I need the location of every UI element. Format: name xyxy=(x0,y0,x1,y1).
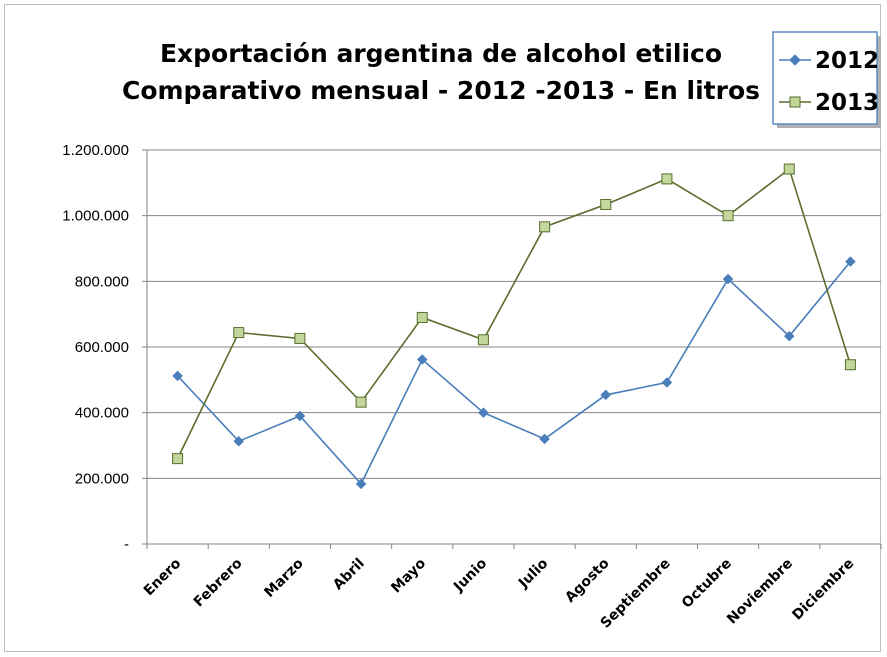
data-series xyxy=(172,163,856,490)
data-point-2013 xyxy=(600,199,612,211)
axes xyxy=(142,149,882,549)
data-point-2012 xyxy=(539,433,550,445)
chart-title-line-2: Comparativo mensual - 2012 -2013 - En li… xyxy=(122,76,760,105)
x-tick-label: Febrero xyxy=(191,555,246,610)
series-line-2013 xyxy=(176,167,852,459)
y-axis-tick-labels: - 200.000 400.000 600.000 800.000 1.000.000 1.… xyxy=(62,142,129,553)
legend-label-2013: 2013 xyxy=(815,90,879,116)
y-tick-label: 200.000 xyxy=(75,470,129,487)
x-tick-label: Diciembre xyxy=(789,556,857,624)
data-point-2013 xyxy=(294,332,306,344)
data-point-2013 xyxy=(783,163,795,175)
data-point-2012 xyxy=(172,370,183,382)
x-tick-label: Octubre xyxy=(679,556,735,612)
data-point-2012 xyxy=(722,273,734,285)
legend-marker-2012 xyxy=(789,54,801,66)
chart-title: Exportación argentina de alcohol etilico… xyxy=(122,39,760,105)
data-point-2012 xyxy=(416,354,428,365)
legend: 2012 2013 xyxy=(772,31,881,128)
y-tick-label: 600.000 xyxy=(75,339,129,356)
legend-marker-2013 xyxy=(789,96,801,108)
x-axis-tick-labels: Enero Febrero Marzo Abril Mayo Junio Julio Agos… xyxy=(141,555,857,631)
x-tick-label: Junio xyxy=(450,555,490,595)
data-point-2013 xyxy=(722,210,734,222)
x-tick-label: Marzo xyxy=(261,555,307,601)
data-point-2012 xyxy=(294,410,306,422)
x-tick-label: Abril xyxy=(330,556,368,594)
data-point-2013 xyxy=(477,334,489,346)
legend-box xyxy=(772,31,878,125)
y-tick-label: 800.000 xyxy=(75,273,129,290)
chart-title-line-1: Exportación argentina de alcohol etilico xyxy=(160,39,722,68)
data-point-2013 xyxy=(416,311,428,323)
data-point-2012 xyxy=(233,435,245,447)
data-point-2013 xyxy=(661,173,673,185)
data-point-2013 xyxy=(539,221,551,233)
gridlines xyxy=(147,149,881,479)
x-tick-label: Mayo xyxy=(388,555,429,596)
y-tick-label: 1.000.000 xyxy=(62,208,129,225)
data-point-2012 xyxy=(661,377,673,388)
y-tick-label: - xyxy=(124,536,129,553)
x-tick-label: Agosto xyxy=(562,555,613,606)
legend-label-2012: 2012 xyxy=(815,48,879,74)
data-point-2013 xyxy=(355,396,367,408)
y-tick-label: 1.200.000 xyxy=(62,142,129,159)
series-line-2012 xyxy=(176,261,852,486)
data-point-2012 xyxy=(783,330,795,342)
x-tick-label: Noviembre xyxy=(724,556,796,628)
data-point-2013 xyxy=(172,453,184,465)
data-point-2012 xyxy=(600,389,612,401)
y-tick-label: 400.000 xyxy=(75,405,129,422)
data-point-2013 xyxy=(844,359,856,371)
data-point-2012 xyxy=(478,407,489,419)
data-point-2012 xyxy=(845,256,856,267)
data-point-2012 xyxy=(355,478,367,490)
x-tick-label: Julio xyxy=(515,555,552,592)
x-tick-label: Enero xyxy=(141,555,185,599)
data-point-2013 xyxy=(233,327,245,339)
